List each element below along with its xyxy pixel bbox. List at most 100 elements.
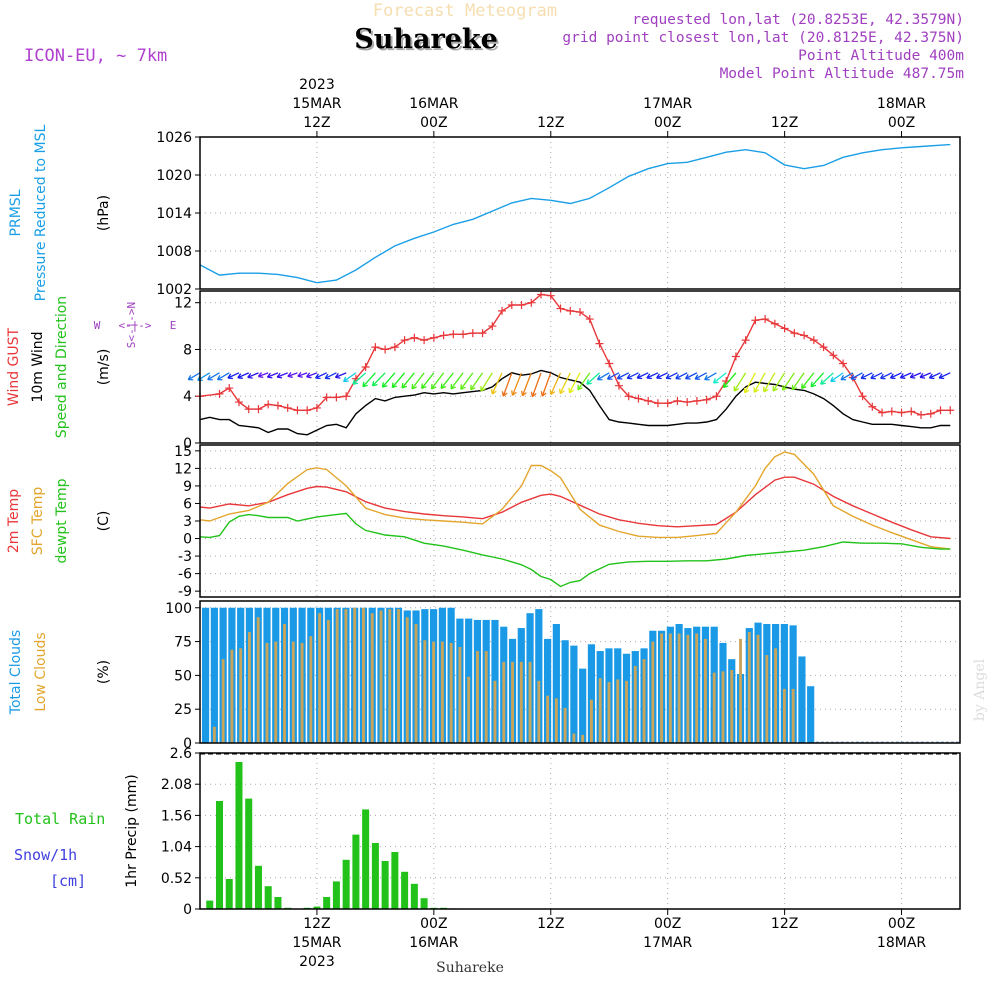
wind-arrow [237,372,249,379]
rain-bar [401,871,409,909]
wind-arrow-head [540,391,547,397]
wind-arrow [850,372,863,380]
gust-marker [653,399,662,408]
wind-arrow [421,372,435,389]
side-label: PRMSL [8,189,24,236]
wind-arrow-head [530,391,537,398]
total-cloud-bar [202,607,210,743]
low-cloud-bar [239,648,243,743]
side-label: Low Clouds [33,632,49,711]
y-tick-label: 1008 [156,244,192,260]
gust-marker [234,398,243,407]
low-cloud-bar [554,698,558,743]
side-label: 2m Temp [6,489,22,553]
gust-marker [683,398,692,407]
y-tick-label: 0 [183,902,192,918]
wind-arrow-head [247,372,253,379]
gust-marker [215,389,224,398]
low-cloud-bar [598,678,602,743]
time-label-top: 15MAR [292,96,341,112]
wind-arrow-head [753,387,759,393]
wind-arrow-head [820,379,826,385]
low-cloud-bar [458,646,462,743]
wind-arrow [247,372,259,378]
wind-arrow [381,372,396,388]
side-label: SFC Temp [30,487,46,556]
wind-arrow [636,372,649,379]
low-cloud-bar [318,613,322,743]
gust-marker [342,392,351,401]
wind-arrow-head [722,382,729,389]
total-cloud-bar [210,607,218,743]
wind-arrow [362,372,376,388]
gust-marker [566,306,575,315]
y-tick-label: -9 [178,584,192,600]
side-label: Wind GUST [6,327,22,406]
gust-marker [887,407,896,416]
wind-arrow-head [430,383,437,390]
wind-arrow-head [362,381,368,388]
model-label: ICON-EU, ~ 7km [24,46,167,66]
gust-marker [459,330,468,339]
wind-arrow-head [276,372,283,379]
wind-arrow-head [928,373,935,380]
total-cloud-bar [587,644,596,743]
gust-marker [868,402,877,411]
model-altitude: Model Point Altitude 487.75m [720,66,965,82]
gust-marker [663,399,672,408]
y-tick-label: 25 [174,702,192,718]
gust-marker [780,324,789,333]
wind-arrow-head [577,384,583,391]
low-cloud-bar [432,641,436,743]
y-tick-label: 1020 [156,168,192,184]
panel-5: 0 0.52 1.04 1.56 2.08 2.6 Total Rain Snow/1h [cm… [14,746,961,918]
wind-arrow [890,372,902,379]
gust-marker [371,343,380,352]
wind-arrow [470,372,484,391]
wind-arrow-head [568,387,575,394]
low-cloud-bar [633,665,637,743]
panel-2: 0 4 8 12 Wind GUST 10m Wind Speed and Directio… [6,290,961,452]
low-cloud-bar [265,642,269,743]
wind-arrow-head [216,374,223,381]
wind-arrow [929,372,941,379]
wind-arrow-head [801,383,807,390]
wind-arrow [502,372,513,397]
gust-marker [731,352,740,361]
wind-arrow-head [889,373,896,380]
low-cloud-bar [248,632,251,743]
wind-arrow [694,372,707,380]
wind-arrow [810,372,825,388]
wind-arrow [372,372,386,387]
gust-marker [527,298,536,307]
gust-marker [605,359,614,368]
wind-arrow [801,372,815,389]
total-cloud-bar [561,640,569,743]
total-cloud-bar [544,638,552,743]
series-2m-temp [199,476,951,540]
gust-marker [410,333,419,342]
wind-arrow-head [324,373,331,380]
location-title-shadow: Suhareke [356,26,500,57]
wind-arrow-head [763,386,769,393]
series-sfc-temp [199,451,951,550]
low-cloud-bar [326,619,330,743]
low-cloud-bar [502,661,506,743]
gust-marker [400,336,409,345]
rain-bar [313,906,321,909]
wind-arrow-head [315,373,321,380]
rain-bar [245,798,253,909]
wind-arrow-head [352,379,359,385]
low-cloud-bar [449,642,453,743]
rain-bar [206,900,214,909]
wind-arrow-head [187,374,194,381]
time-label-top: 2023 [299,77,335,93]
gust-marker [819,343,828,352]
gust-marker [946,406,955,415]
low-cloud-bar [476,651,479,743]
wind-arrow [646,372,659,379]
wind-arrow [744,372,756,394]
low-cloud-bar [625,680,628,743]
wind-arrow-head [704,374,710,381]
